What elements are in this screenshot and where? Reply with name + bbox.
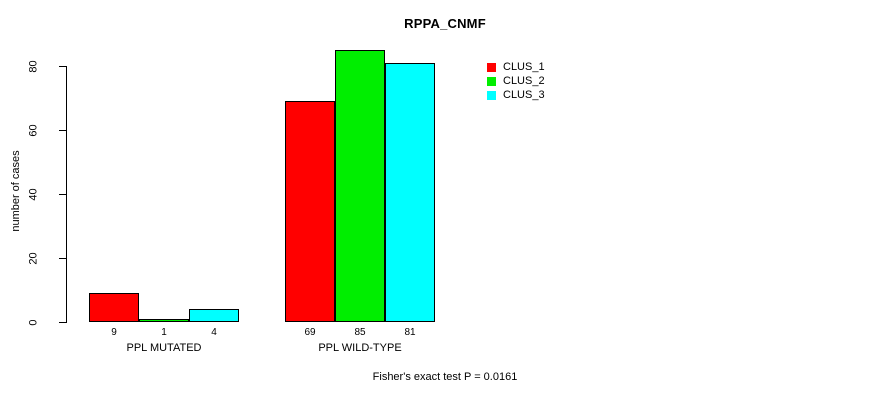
legend-item: CLUS_1 [487, 60, 545, 74]
y-axis-tick-label: 40 [27, 188, 40, 201]
bar [189, 309, 239, 322]
legend: CLUS_1 CLUS_2 CLUS_3 [487, 60, 545, 102]
bar [385, 62, 435, 322]
legend-swatch [487, 76, 496, 86]
bar [89, 293, 139, 322]
footer-annotation: Fisher's exact test P = 0.0161 [372, 371, 518, 383]
bar-value-label: 81 [404, 327, 416, 338]
y-axis-line [66, 66, 67, 323]
legend-swatch [487, 62, 496, 72]
y-axis-tick [59, 258, 66, 259]
bar-value-label: 69 [304, 327, 316, 338]
y-axis-tick-label: 60 [27, 124, 40, 137]
bar [285, 101, 335, 322]
bar-value-label: 4 [211, 327, 217, 338]
legend-item: CLUS_2 [487, 74, 545, 88]
y-axis-label: number of cases [10, 150, 22, 232]
group-label: PPL WILD-TYPE [318, 342, 402, 354]
bar-value-label: 1 [161, 327, 167, 338]
y-axis-tick [59, 130, 66, 131]
bar-value-label: 9 [111, 327, 117, 338]
chart-title: RPPA_CNMF [404, 16, 486, 31]
y-axis-tick-label: 80 [27, 60, 40, 73]
legend-label: CLUS_2 [503, 74, 545, 87]
y-axis-tick [59, 66, 66, 67]
y-axis-tick-label: 20 [27, 252, 40, 265]
legend-item: CLUS_3 [487, 88, 545, 102]
y-axis-tick [59, 194, 66, 195]
bar-value-label: 85 [354, 327, 366, 338]
bar [335, 50, 385, 322]
y-axis-tick-label: 0 [27, 319, 40, 326]
bar [139, 318, 189, 322]
y-axis-tick [59, 322, 66, 323]
legend-label: CLUS_3 [503, 88, 545, 101]
legend-label: CLUS_1 [503, 60, 545, 73]
legend-swatch [487, 90, 496, 100]
group-label: PPL MUTATED [126, 342, 202, 354]
